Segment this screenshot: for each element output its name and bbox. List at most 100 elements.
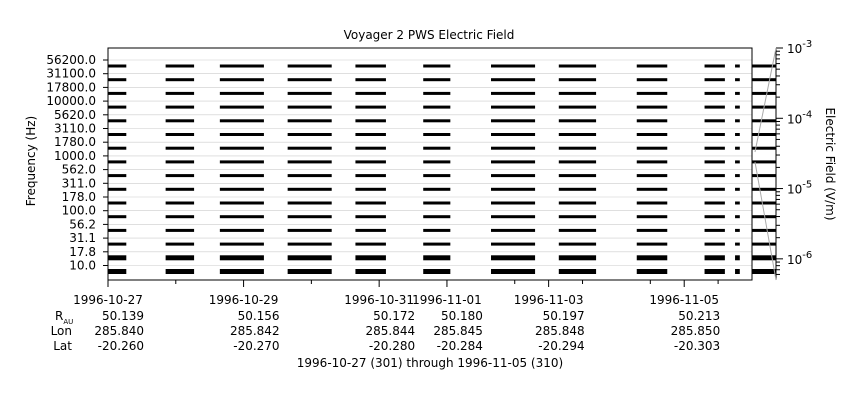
data-segment [636, 242, 668, 246]
colorbar-tick-exponent: -4 [802, 109, 812, 120]
y-tick-label: 178.0 [62, 190, 96, 204]
data-segment [704, 64, 725, 68]
ephemeris-r-value: 50.180 [441, 309, 483, 323]
data-segment [355, 105, 386, 109]
data-segment [704, 269, 725, 274]
date-range-footer: 1996-10-27 (301) through 1996-11-05 (310… [297, 356, 563, 370]
data-segment [423, 269, 451, 274]
data-segment [704, 255, 725, 261]
data-segment [355, 242, 386, 246]
data-segment [704, 215, 725, 219]
data-segment [165, 146, 195, 150]
data-segment [287, 64, 332, 68]
colorbar-tick-exponent: -3 [802, 39, 812, 50]
data-segment [423, 201, 451, 205]
data-segment [165, 64, 195, 68]
ephemeris-lon-value: 285.845 [433, 324, 483, 338]
data-segment [219, 242, 264, 246]
ephemeris-r-value: 50.139 [102, 309, 144, 323]
data-segment [108, 146, 127, 150]
y-axis-label: Frequency (Hz) [24, 116, 38, 207]
y-tick-label: 100.0 [62, 204, 96, 218]
ephemeris-lon-value: 285.848 [535, 324, 585, 338]
data-segment [558, 146, 597, 150]
data-segment [108, 187, 127, 191]
data-segment [735, 201, 740, 205]
data-segment [735, 91, 740, 95]
data-segment [423, 105, 451, 109]
ephemeris-row-label-r: RAU [55, 309, 73, 326]
data-segment [287, 215, 332, 219]
colorbar-ticks: 10-310-410-510-6 [776, 39, 812, 275]
data-segment [558, 242, 597, 246]
data-segment [491, 78, 536, 82]
colorbar-tick-label: 10-3 [787, 39, 812, 56]
data-segment [165, 160, 195, 164]
data-segment [735, 133, 740, 136]
data-segment [355, 269, 386, 274]
ephemeris-lon-value: 285.840 [94, 324, 144, 338]
colorbar-label: Electric Field (V/m) [823, 107, 837, 220]
data-segment [704, 160, 725, 164]
data-segment [752, 78, 776, 82]
y-tick-label: 311.0 [62, 176, 96, 190]
colorbar-tick-exponent: -6 [802, 250, 812, 261]
data-segment [558, 119, 597, 123]
data-segment [752, 133, 776, 136]
data-segment [491, 242, 536, 246]
ephemeris-lat-value: -20.284 [437, 339, 483, 353]
colorbar-tick-base: 10 [787, 253, 802, 267]
data-segment [287, 201, 332, 205]
data-segment [491, 201, 536, 205]
ephemeris-lon-value: 285.850 [671, 324, 721, 338]
data-segment [636, 228, 668, 232]
chart-title: Voyager 2 PWS Electric Field [344, 28, 515, 42]
colorbar-tick-base: 10 [787, 42, 802, 56]
data-segment [355, 174, 386, 178]
data-segment [636, 91, 668, 95]
data-segment [423, 255, 451, 261]
data-segment [287, 105, 332, 109]
colorbar-tick-base: 10 [787, 183, 802, 197]
data-segment [491, 64, 536, 68]
data-segment [423, 228, 451, 232]
data-segment [219, 174, 264, 178]
data-segment [752, 174, 776, 178]
data-segment [165, 91, 195, 95]
data-segment [491, 228, 536, 232]
data-segment [108, 160, 127, 164]
data-segment [491, 133, 536, 136]
ephemeris-lat-value: -20.260 [98, 339, 144, 353]
data-segment [558, 228, 597, 232]
y-tick-label: 3110.0 [54, 122, 96, 136]
data-segment [287, 78, 332, 82]
data-segment [287, 146, 332, 150]
ephemeris-r-symbol: R [55, 309, 63, 323]
y-tick-label: 1780.0 [54, 135, 96, 149]
data-segment [108, 91, 127, 95]
x-tick-label: 1996-10-29 [209, 293, 279, 307]
ephemeris-r-value: 50.156 [238, 309, 280, 323]
data-segment [355, 119, 386, 123]
data-segment [735, 228, 740, 232]
data-segment [287, 174, 332, 178]
data-segment [355, 91, 386, 95]
data-segment [491, 174, 536, 178]
data-segment [165, 201, 195, 205]
data-segment [735, 174, 740, 178]
data-segment [355, 133, 386, 136]
data-segment [287, 160, 332, 164]
data-segment [108, 64, 127, 68]
data-segment [287, 228, 332, 232]
data-segment [704, 174, 725, 178]
data-segment [219, 269, 264, 274]
y-tick-label: 31100.0 [46, 67, 96, 81]
data-segment [735, 215, 740, 219]
data-segment [355, 187, 386, 191]
data-segment [636, 133, 668, 136]
data-segment [704, 187, 725, 191]
data-segment [423, 146, 451, 150]
x-tick-label: 1996-10-31 [344, 293, 414, 307]
data-segment [423, 174, 451, 178]
data-segment [752, 119, 776, 123]
